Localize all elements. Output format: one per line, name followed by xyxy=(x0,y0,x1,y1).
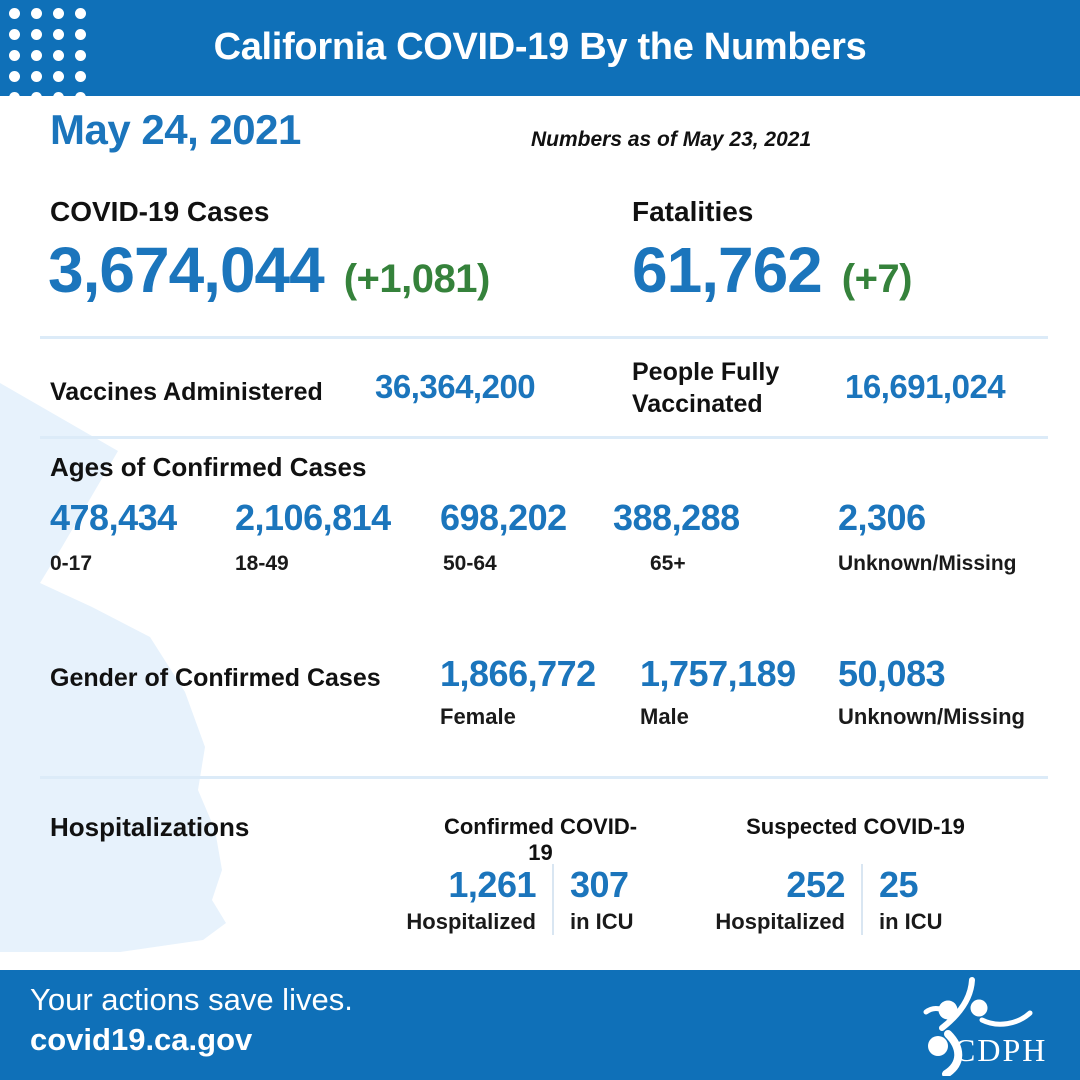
cases-delta: (+1,081) xyxy=(343,257,491,301)
ages-value-65plus: 388,288 xyxy=(613,497,740,538)
vertical-divider xyxy=(861,864,863,936)
gender-value-male: 1,757,189 xyxy=(640,653,796,694)
ages-label-18-49: 18-49 xyxy=(235,552,289,575)
cdph-logo: CDPH xyxy=(923,977,1047,1076)
divider-line xyxy=(40,436,1048,439)
vaccines-value: 36,364,200 xyxy=(375,368,536,405)
ages-value-18-49: 2,106,814 xyxy=(235,497,391,538)
confirmed-hospitalized-label: Hospitalized xyxy=(406,909,536,935)
suspected-icu-value: 25 xyxy=(879,864,919,905)
footer-slogan: Your actions save lives. xyxy=(30,982,353,1017)
ages-heading: Ages of Confirmed Cases xyxy=(50,452,367,482)
gender-label-male: Male xyxy=(640,704,689,729)
ages-label-50-64: 50-64 xyxy=(443,552,497,575)
cases-value-row: 3,674,044 (+1,081) xyxy=(48,238,490,302)
fatalities-value-row: 61,762 (+7) xyxy=(632,234,913,306)
vertical-divider xyxy=(552,864,554,936)
gender-label-female: Female xyxy=(440,704,516,729)
suspected-covid-title: Suspected COVID-19 xyxy=(746,814,965,839)
suspected-hospitalized-value: 252 xyxy=(786,864,845,905)
vaccines-label: Vaccines Administered xyxy=(50,378,323,406)
fatalities-label: Fatalities xyxy=(632,196,754,227)
fatalities-value: 61,762 xyxy=(632,234,823,306)
confirmed-hospitalized-value: 1,261 xyxy=(448,864,536,905)
fatalities-delta: (+7) xyxy=(841,257,913,301)
page-title: California COVID-19 By the Numbers xyxy=(213,26,867,68)
cases-label: COVID-19 Cases xyxy=(50,196,270,227)
hospitalizations-heading: Hospitalizations xyxy=(50,812,250,842)
confirmed-icu-value: 307 xyxy=(570,864,629,905)
ages-label-65plus: 65+ xyxy=(650,552,686,575)
gender-label-unknown: Unknown/Missing xyxy=(838,704,1025,729)
confirmed-covid-title: Confirmed COVID-19 xyxy=(443,814,638,865)
cases-value: 3,674,044 xyxy=(48,234,325,306)
suspected-icu-label: in ICU xyxy=(879,909,943,935)
report-date: May 24, 2021 xyxy=(50,106,301,153)
footer-url[interactable]: covid19.ca.gov xyxy=(30,1022,253,1057)
suspected-hospitalization-group: 252 Hospitalized 25 in ICU xyxy=(690,864,954,936)
gender-heading: Gender of Confirmed Cases xyxy=(50,664,381,692)
suspected-hospitalized-label: Hospitalized xyxy=(715,909,845,935)
cdph-logo-text: CDPH xyxy=(954,1032,1047,1068)
header-bar: California COVID-19 By the Numbers xyxy=(0,0,1080,96)
as-of-note: Numbers as of May 23, 2021 xyxy=(531,128,812,151)
fully-vaccinated-label: People Fully Vaccinated xyxy=(632,358,780,418)
ages-value-0-17: 478,434 xyxy=(50,497,177,538)
confirmed-hospitalization-group: 1,261 Hospitalized 307 in ICU xyxy=(368,864,665,936)
california-map-silhouette xyxy=(0,383,226,952)
gender-value-female: 1,866,772 xyxy=(440,653,596,694)
divider-line xyxy=(40,776,1048,779)
divider-line xyxy=(40,336,1048,339)
gender-value-unknown: 50,083 xyxy=(838,653,946,694)
dot-grid-decoration xyxy=(9,8,86,96)
confirmed-icu-label: in ICU xyxy=(570,909,634,935)
fully-vaccinated-value: 16,691,024 xyxy=(845,368,1006,405)
ages-value-unknown: 2,306 xyxy=(838,497,926,538)
ages-label-0-17: 0-17 xyxy=(50,552,93,575)
ages-value-50-64: 698,202 xyxy=(440,497,567,538)
footer-bar: Your actions save lives. covid19.ca.gov … xyxy=(0,970,1080,1080)
ages-label-unknown: Unknown/Missing xyxy=(838,552,1017,575)
